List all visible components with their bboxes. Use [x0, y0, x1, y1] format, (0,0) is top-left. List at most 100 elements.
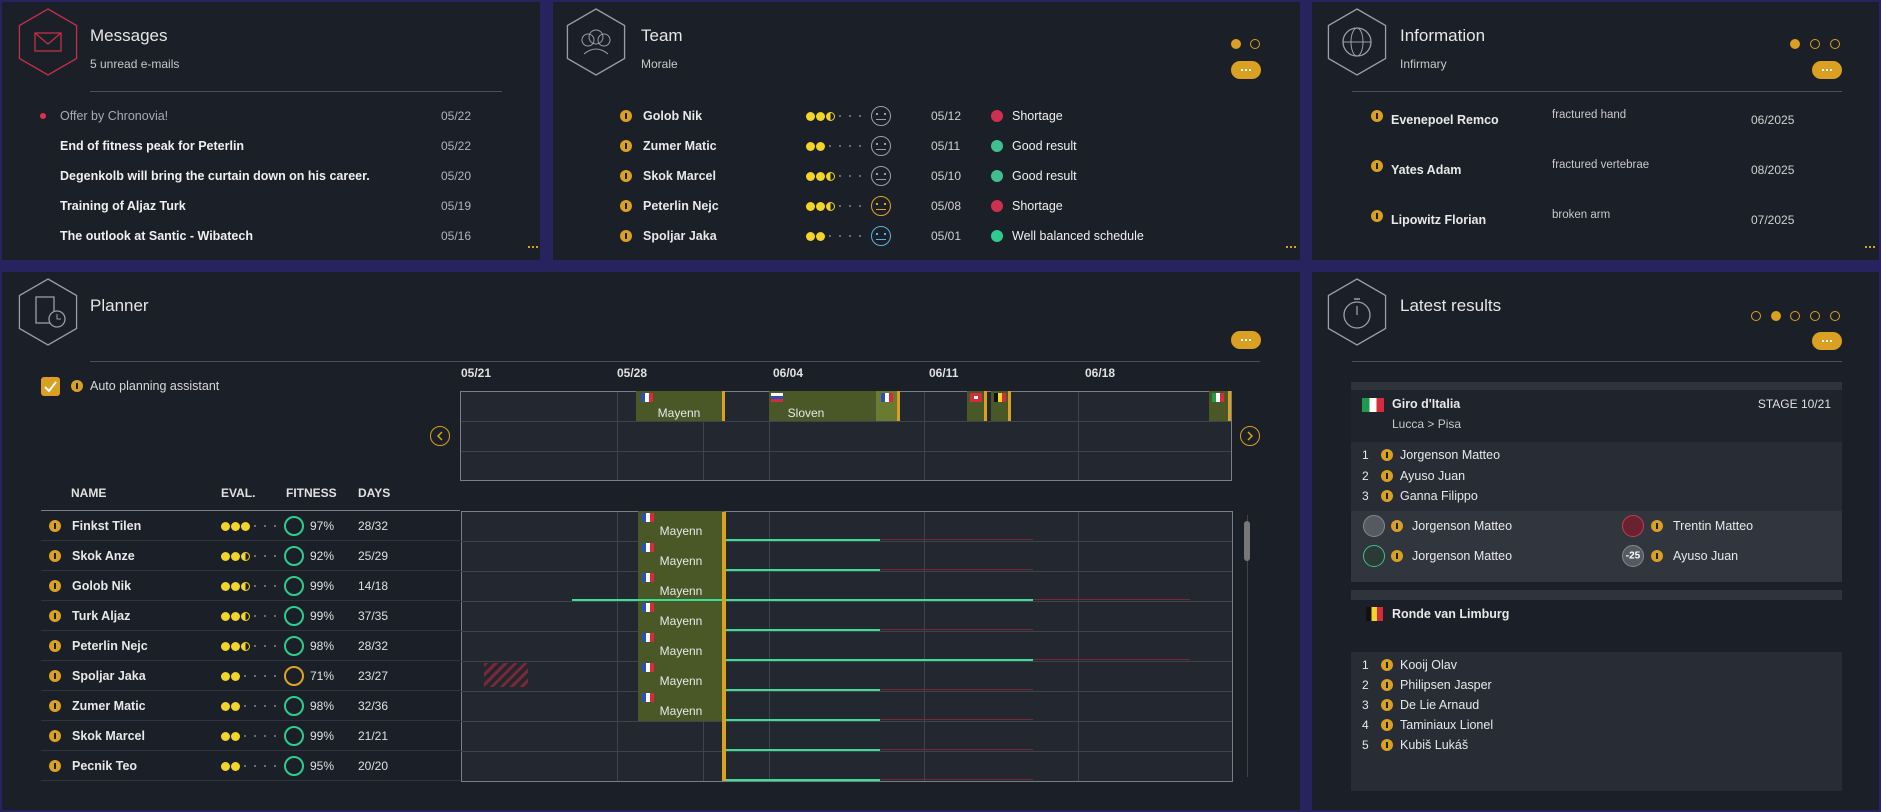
checkmark	[44, 381, 57, 393]
eval-dot-empty	[858, 114, 862, 118]
eval-dot	[825, 111, 835, 121]
nav-arrow[interactable]	[1240, 426, 1260, 446]
page-dot[interactable]	[1810, 39, 1820, 49]
eval-dot	[230, 731, 240, 741]
column-header[interactable]: EVAL.	[221, 486, 256, 500]
flag	[642, 513, 654, 522]
page-dot[interactable]	[1250, 39, 1260, 49]
hex-frame	[18, 8, 78, 76]
page-dot[interactable]	[1830, 39, 1840, 49]
rider-name: Trentin Matteo	[1673, 519, 1754, 533]
fitness-ring	[284, 576, 304, 596]
week-label: 05/21	[461, 366, 492, 380]
message-date: 05/22	[441, 139, 472, 153]
eval-dot	[220, 611, 230, 621]
divider	[41, 720, 460, 721]
nav-arrow[interactable]	[430, 426, 450, 446]
face-mouth	[876, 209, 886, 210]
morale-face	[871, 226, 891, 246]
jersey-badge: -25	[1625, 550, 1641, 562]
divider	[461, 631, 1232, 632]
info-glyph	[1376, 213, 1378, 219]
eval-dot	[825, 201, 835, 211]
race-header	[1351, 590, 1842, 600]
eval-dot	[240, 641, 250, 651]
eval-dot-empty	[243, 734, 247, 738]
status-icon	[991, 200, 1003, 212]
divider	[1352, 91, 1842, 92]
divider	[461, 541, 1232, 542]
eval-dot-empty	[858, 234, 862, 238]
assistant-label: Auto planning assistant	[90, 379, 220, 393]
face-eye	[884, 203, 886, 205]
divider	[90, 361, 1260, 362]
flag	[642, 693, 654, 702]
message-subject[interactable]: Offer by Chronovia!	[60, 109, 169, 123]
more-dot	[1241, 69, 1243, 71]
page-dot[interactable]	[1771, 311, 1781, 321]
eval-dot	[240, 551, 250, 561]
message-subject[interactable]: The outlook at Santic - Wibatech	[60, 229, 253, 243]
fitness: 99%	[310, 579, 335, 593]
morale-date: 05/12	[931, 109, 962, 123]
page-dot[interactable]	[1790, 39, 1800, 49]
eval-dot-empty	[263, 734, 267, 738]
divider	[41, 510, 460, 511]
eval-dot-empty	[253, 524, 257, 528]
rider-name: Jorgenson Matteo	[1412, 549, 1513, 563]
eval-dot-empty	[253, 674, 257, 678]
overload-line	[1033, 659, 1190, 660]
scroll-thumb[interactable]	[1244, 521, 1250, 561]
rider-name: Peterlin Nejc	[72, 639, 148, 653]
checkmark-line	[44, 381, 57, 393]
page-dot[interactable]	[1810, 311, 1820, 321]
info-glyph	[54, 613, 56, 619]
eval-dot-empty	[838, 234, 842, 238]
info-glyph	[1656, 523, 1658, 529]
page-dot[interactable]	[1231, 39, 1241, 49]
fitness: 98%	[310, 639, 335, 653]
planner-sheet	[35, 296, 55, 324]
return-date: 08/2025	[1751, 163, 1795, 177]
page-dot[interactable]	[1790, 311, 1800, 321]
message-subject[interactable]: End of fitness peak for Peterlin	[60, 139, 245, 153]
message-subject[interactable]: Training of Aljaz Turk	[60, 199, 186, 213]
column-header[interactable]: FITNESS	[286, 486, 337, 500]
rider-name: Taminiaux Lionel	[1400, 718, 1494, 732]
morale-date: 05/10	[931, 169, 962, 183]
face-mouth	[876, 179, 886, 180]
hex-icon	[18, 278, 78, 346]
page-dot[interactable]	[1751, 311, 1761, 321]
eval-dot-empty	[858, 174, 862, 178]
column-header[interactable]: DAYS	[358, 486, 391, 500]
flag	[881, 393, 893, 402]
injury: fractured vertebrae	[1552, 159, 1650, 171]
race-label: Mayenn	[659, 554, 703, 568]
race-stage: STAGE 10/21	[1757, 397, 1831, 411]
eval-dot-empty	[848, 174, 852, 178]
fitness: 99%	[310, 609, 335, 623]
unread-dot	[40, 113, 46, 119]
divider	[1352, 361, 1842, 362]
rider-name: Spoljar Jaka	[72, 669, 146, 683]
eval-dot-empty	[838, 174, 842, 178]
page-dot[interactable]	[1830, 311, 1840, 321]
eval-dot-empty	[838, 114, 842, 118]
schedule-line	[726, 719, 880, 721]
rider-name: Lipowitz Florian	[1391, 213, 1487, 227]
more-dot	[1830, 69, 1832, 71]
schedule-line	[572, 599, 1033, 601]
panel-title: Planner	[90, 296, 149, 315]
week-line	[769, 512, 770, 781]
jersey-icon	[1622, 545, 1644, 567]
rider-name: Philipsen Jasper	[1400, 678, 1492, 692]
column-header[interactable]: NAME	[71, 486, 107, 500]
eval-dot	[230, 701, 240, 711]
rider-name: Skok Marcel	[72, 729, 145, 743]
eval-dot	[805, 171, 815, 181]
injury: broken arm	[1552, 209, 1611, 221]
message-subject[interactable]: Degenkolb will bring the curtain down on…	[60, 169, 370, 183]
status-icon	[991, 110, 1003, 122]
face-mouth	[876, 239, 886, 240]
